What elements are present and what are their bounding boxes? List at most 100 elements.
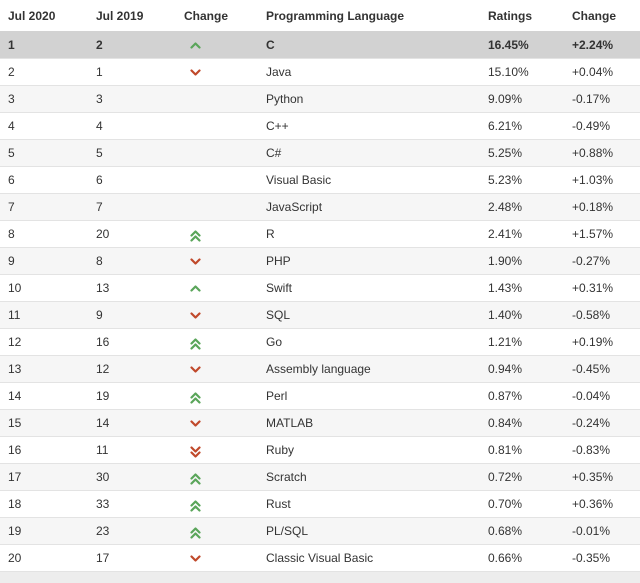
rank-2020-cell: 16 bbox=[0, 436, 88, 464]
change-pct-cell: +0.18% bbox=[564, 193, 640, 221]
rank-2020-cell: 3 bbox=[0, 85, 88, 113]
change-pct-cell: +0.88% bbox=[564, 139, 640, 167]
rank-2019-cell: 7 bbox=[88, 193, 176, 221]
rank-2020-cell: 6 bbox=[0, 166, 88, 194]
rank-2020-cell: 10 bbox=[0, 274, 88, 302]
change-pct-cell: +2.24% bbox=[564, 31, 640, 59]
table-row[interactable]: 13 12 Assembly language 0.94% -0.45% bbox=[0, 355, 640, 383]
double-chevron-down-icon bbox=[190, 446, 201, 458]
change-indicator-cell bbox=[176, 301, 258, 329]
table-row[interactable]: 7 7 JavaScript 2.48% +0.18% bbox=[0, 193, 640, 221]
table-row[interactable]: 2 1 Java 15.10% +0.04% bbox=[0, 58, 640, 86]
change-indicator-cell bbox=[176, 31, 258, 59]
ratings-cell: 6.21% bbox=[480, 112, 564, 140]
header-ratings: Ratings bbox=[480, 0, 564, 32]
table-row[interactable]: 15 14 MATLAB 0.84% -0.24% bbox=[0, 409, 640, 437]
change-pct-cell: +0.04% bbox=[564, 58, 640, 86]
change-indicator-cell bbox=[176, 463, 258, 491]
rank-2019-cell: 17 bbox=[88, 544, 176, 571]
language-cell: R bbox=[258, 220, 480, 248]
change-indicator-cell bbox=[176, 409, 258, 437]
chevron-down-icon bbox=[190, 555, 201, 562]
change-indicator-cell bbox=[176, 193, 258, 221]
chevron-down-icon bbox=[190, 258, 201, 265]
ratings-cell: 0.87% bbox=[480, 382, 564, 410]
rank-2020-cell: 2 bbox=[0, 58, 88, 86]
table-row[interactable]: 6 6 Visual Basic 5.23% +1.03% bbox=[0, 166, 640, 194]
change-pct-cell: -0.27% bbox=[564, 247, 640, 275]
tiobe-index-table: Jul 2020 Jul 2019 Change Programming Lan… bbox=[0, 0, 640, 571]
change-pct-cell: -0.04% bbox=[564, 382, 640, 410]
ratings-cell: 0.70% bbox=[480, 490, 564, 518]
table-row[interactable]: 16 11 Ruby 0.81% -0.83% bbox=[0, 436, 640, 464]
double-chevron-up-icon bbox=[190, 473, 201, 485]
table-row[interactable]: 12 16 Go 1.21% +0.19% bbox=[0, 328, 640, 356]
rank-2019-cell: 3 bbox=[88, 85, 176, 113]
table-row[interactable]: 18 33 Rust 0.70% +0.36% bbox=[0, 490, 640, 518]
rank-2020-cell: 4 bbox=[0, 112, 88, 140]
table-row[interactable]: 3 3 Python 9.09% -0.17% bbox=[0, 85, 640, 113]
rank-2020-cell: 15 bbox=[0, 409, 88, 437]
language-cell: Assembly language bbox=[258, 355, 480, 383]
table-row[interactable]: 11 9 SQL 1.40% -0.58% bbox=[0, 301, 640, 329]
language-cell: C bbox=[258, 31, 480, 59]
change-pct-cell: +1.03% bbox=[564, 166, 640, 194]
double-chevron-up-icon bbox=[190, 500, 201, 512]
change-pct-cell: +0.35% bbox=[564, 463, 640, 491]
table-row[interactable]: 20 17 Classic Visual Basic 0.66% -0.35% bbox=[0, 544, 640, 571]
ratings-cell: 2.48% bbox=[480, 193, 564, 221]
language-cell: C# bbox=[258, 139, 480, 167]
chevron-down-icon bbox=[190, 420, 201, 427]
change-indicator-cell bbox=[176, 58, 258, 86]
rank-2020-cell: 14 bbox=[0, 382, 88, 410]
language-cell: JavaScript bbox=[258, 193, 480, 221]
change-indicator-cell bbox=[176, 112, 258, 140]
change-pct-cell: +0.36% bbox=[564, 490, 640, 518]
rank-2019-cell: 14 bbox=[88, 409, 176, 437]
rank-2020-cell: 1 bbox=[0, 31, 88, 59]
change-pct-cell: -0.49% bbox=[564, 112, 640, 140]
table-row[interactable]: 9 8 PHP 1.90% -0.27% bbox=[0, 247, 640, 275]
change-indicator-cell bbox=[176, 274, 258, 302]
language-cell: MATLAB bbox=[258, 409, 480, 437]
rank-2020-cell: 9 bbox=[0, 247, 88, 275]
table-row[interactable]: 4 4 C++ 6.21% -0.49% bbox=[0, 112, 640, 140]
change-indicator-cell bbox=[176, 139, 258, 167]
rank-2019-cell: 9 bbox=[88, 301, 176, 329]
change-pct-cell: +0.19% bbox=[564, 328, 640, 356]
rank-2020-cell: 17 bbox=[0, 463, 88, 491]
chevron-up-icon bbox=[190, 42, 201, 49]
table-row[interactable]: 10 13 Swift 1.43% +0.31% bbox=[0, 274, 640, 302]
table-row[interactable]: 8 20 R 2.41% +1.57% bbox=[0, 220, 640, 248]
rank-2019-cell: 20 bbox=[88, 220, 176, 248]
partial-next-row bbox=[0, 571, 640, 583]
rank-2020-cell: 20 bbox=[0, 544, 88, 571]
double-chevron-up-icon bbox=[190, 230, 201, 242]
rank-2019-cell: 19 bbox=[88, 382, 176, 410]
table-row[interactable]: 5 5 C# 5.25% +0.88% bbox=[0, 139, 640, 167]
table-row[interactable]: 17 30 Scratch 0.72% +0.35% bbox=[0, 463, 640, 491]
table-row[interactable]: 19 23 PL/SQL 0.68% -0.01% bbox=[0, 517, 640, 545]
ratings-cell: 0.72% bbox=[480, 463, 564, 491]
language-cell: C++ bbox=[258, 112, 480, 140]
table-row[interactable]: 1 2 C 16.45% +2.24% bbox=[0, 31, 640, 59]
rank-2019-cell: 1 bbox=[88, 58, 176, 86]
language-cell: PL/SQL bbox=[258, 517, 480, 545]
chevron-down-icon bbox=[190, 366, 201, 373]
change-pct-cell: -0.45% bbox=[564, 355, 640, 383]
language-cell: Swift bbox=[258, 274, 480, 302]
rank-2020-cell: 12 bbox=[0, 328, 88, 356]
header-programming-language: Programming Language bbox=[258, 0, 480, 32]
ratings-cell: 0.94% bbox=[480, 355, 564, 383]
rank-2019-cell: 16 bbox=[88, 328, 176, 356]
rank-2019-cell: 30 bbox=[88, 463, 176, 491]
change-indicator-cell bbox=[176, 166, 258, 194]
change-pct-cell: +0.31% bbox=[564, 274, 640, 302]
language-cell: SQL bbox=[258, 301, 480, 329]
language-cell: PHP bbox=[258, 247, 480, 275]
rank-2019-cell: 13 bbox=[88, 274, 176, 302]
chevron-down-icon bbox=[190, 312, 201, 319]
change-indicator-cell bbox=[176, 328, 258, 356]
language-cell: Scratch bbox=[258, 463, 480, 491]
table-row[interactable]: 14 19 Perl 0.87% -0.04% bbox=[0, 382, 640, 410]
